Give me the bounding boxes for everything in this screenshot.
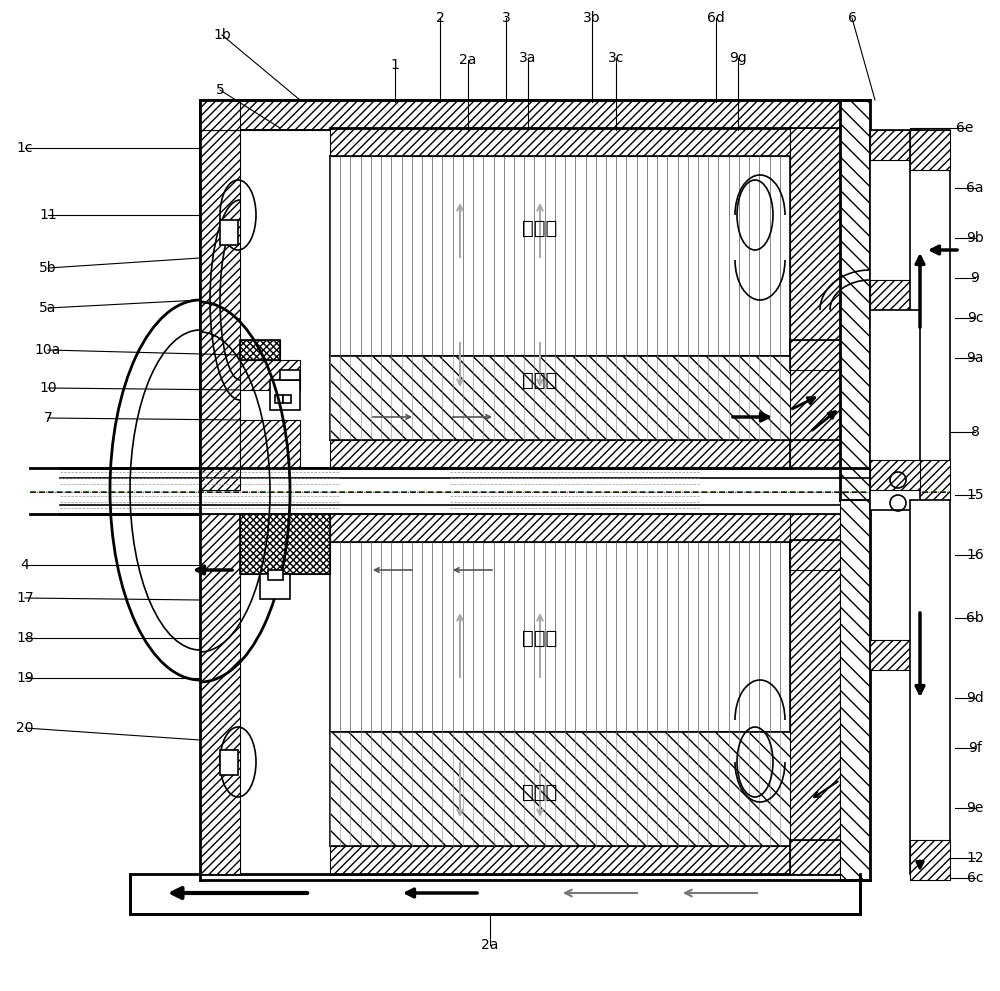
- Bar: [910, 500, 950, 874]
- Bar: [790, 340, 870, 370]
- Text: 8: 8: [971, 425, 979, 439]
- Bar: [870, 310, 920, 510]
- Text: 10a: 10a: [35, 343, 61, 357]
- Text: 6e: 6e: [956, 121, 974, 135]
- Text: 6d: 6d: [707, 11, 725, 25]
- Bar: [240, 514, 330, 574]
- Text: 9e: 9e: [966, 801, 984, 815]
- Bar: [240, 340, 280, 360]
- Bar: [330, 356, 790, 440]
- Bar: [910, 130, 950, 500]
- Bar: [260, 574, 290, 599]
- Bar: [330, 514, 790, 542]
- Bar: [790, 540, 870, 570]
- Bar: [130, 874, 860, 914]
- Bar: [280, 370, 300, 380]
- Bar: [330, 732, 790, 846]
- Text: 2a: 2a: [459, 53, 477, 67]
- Bar: [240, 360, 300, 390]
- Bar: [268, 570, 283, 580]
- Text: 17: 17: [16, 591, 34, 605]
- Text: 12: 12: [966, 851, 984, 865]
- Text: 2a: 2a: [481, 938, 499, 952]
- Text: 5b: 5b: [39, 261, 57, 275]
- Bar: [240, 420, 300, 468]
- Text: 2: 2: [436, 11, 444, 25]
- Text: 7: 7: [44, 411, 52, 425]
- Bar: [330, 846, 790, 874]
- Text: 9: 9: [971, 271, 979, 285]
- Text: 11: 11: [39, 208, 57, 222]
- Bar: [330, 128, 790, 156]
- Text: 6b: 6b: [966, 611, 984, 625]
- Text: 热传递: 热传递: [522, 371, 558, 389]
- Bar: [330, 356, 790, 440]
- Text: 热传递: 热传递: [522, 628, 558, 647]
- Bar: [200, 514, 240, 874]
- Text: 6a: 6a: [966, 181, 984, 195]
- Text: 5a: 5a: [39, 301, 57, 315]
- Bar: [283, 395, 291, 403]
- Bar: [220, 750, 238, 775]
- Text: 15: 15: [966, 488, 984, 502]
- Bar: [790, 840, 840, 874]
- Bar: [330, 732, 790, 846]
- Text: 1: 1: [391, 58, 399, 72]
- Bar: [870, 460, 920, 490]
- Text: 4: 4: [21, 558, 29, 572]
- Text: 1c: 1c: [17, 141, 33, 155]
- Bar: [275, 395, 283, 403]
- Text: 18: 18: [16, 631, 34, 645]
- Bar: [330, 542, 790, 732]
- Text: 9a: 9a: [966, 351, 984, 365]
- Text: 3b: 3b: [583, 11, 601, 25]
- Bar: [790, 840, 840, 874]
- Text: 热传递: 热传递: [522, 783, 558, 802]
- Bar: [790, 440, 840, 468]
- Text: 5: 5: [216, 83, 224, 97]
- Bar: [840, 100, 870, 500]
- Bar: [330, 440, 790, 468]
- Text: 3: 3: [502, 11, 510, 25]
- Text: 9g: 9g: [729, 51, 747, 65]
- Text: 9c: 9c: [967, 311, 983, 325]
- Text: 9f: 9f: [968, 741, 982, 755]
- Bar: [870, 130, 920, 310]
- Text: 10: 10: [39, 381, 57, 395]
- Bar: [790, 514, 840, 874]
- Bar: [870, 130, 920, 160]
- Bar: [330, 156, 790, 356]
- Bar: [790, 128, 840, 468]
- Text: 16: 16: [966, 548, 984, 562]
- Bar: [240, 340, 280, 360]
- Text: 20: 20: [16, 721, 34, 735]
- Text: 6c: 6c: [967, 871, 983, 885]
- Bar: [790, 540, 870, 570]
- Bar: [200, 100, 850, 130]
- Bar: [270, 380, 300, 410]
- Bar: [240, 514, 330, 574]
- Bar: [910, 130, 950, 170]
- Bar: [790, 340, 870, 370]
- Bar: [870, 640, 920, 670]
- Text: 6: 6: [848, 11, 856, 25]
- Bar: [200, 130, 240, 490]
- Bar: [790, 440, 840, 468]
- Text: 热传递: 热传递: [522, 218, 558, 238]
- Text: 9d: 9d: [966, 691, 984, 705]
- Bar: [910, 840, 950, 880]
- Bar: [200, 100, 240, 130]
- Text: 9b: 9b: [966, 231, 984, 245]
- Text: 3a: 3a: [519, 51, 537, 65]
- Text: 3c: 3c: [608, 51, 624, 65]
- Bar: [220, 220, 238, 245]
- Bar: [840, 500, 870, 880]
- Text: 19: 19: [16, 671, 34, 685]
- Bar: [870, 280, 920, 310]
- Text: 1b: 1b: [213, 28, 231, 42]
- Bar: [910, 460, 950, 500]
